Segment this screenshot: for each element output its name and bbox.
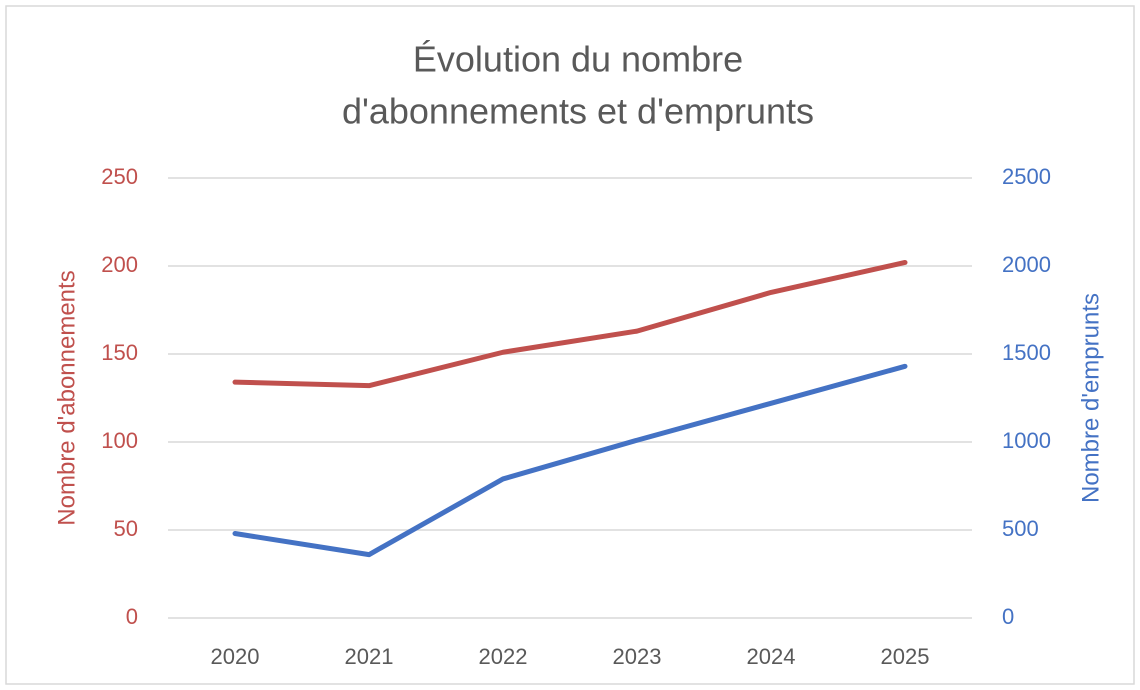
y2-tick-label: 2000 bbox=[1002, 252, 1051, 277]
y-tick-label: 100 bbox=[101, 428, 138, 453]
x-tick-label: 2022 bbox=[479, 644, 528, 669]
x-tick-label: 2023 bbox=[613, 644, 662, 669]
y-tick-label: 150 bbox=[101, 340, 138, 365]
x-tick-label: 2025 bbox=[881, 644, 930, 669]
y2-tick-label: 2500 bbox=[1002, 164, 1051, 189]
y2-tick-label: 0 bbox=[1002, 604, 1014, 629]
y-axis-label: Nombre d'abonnements bbox=[53, 270, 80, 525]
y2-tick-label: 500 bbox=[1002, 516, 1039, 541]
chart-title: Évolution du nombre bbox=[413, 39, 743, 80]
y-tick-label: 0 bbox=[126, 604, 138, 629]
x-tick-label: 2021 bbox=[345, 644, 394, 669]
x-tick-label: 2020 bbox=[211, 644, 260, 669]
y2-axis-label: Nombre d'emprunts bbox=[1077, 293, 1104, 503]
y2-tick-label: 1000 bbox=[1002, 428, 1051, 453]
y2-tick-label: 1500 bbox=[1002, 340, 1051, 365]
y-tick-label: 50 bbox=[114, 516, 138, 541]
series-line bbox=[232, 363, 908, 558]
y-tick-label: 200 bbox=[101, 252, 138, 277]
chart-border bbox=[5, 5, 1135, 685]
chart-title: d'abonnements et d'emprunts bbox=[342, 91, 814, 132]
x-tick-label: 2024 bbox=[747, 644, 796, 669]
y-tick-label: 250 bbox=[101, 164, 138, 189]
series-line bbox=[232, 259, 908, 389]
